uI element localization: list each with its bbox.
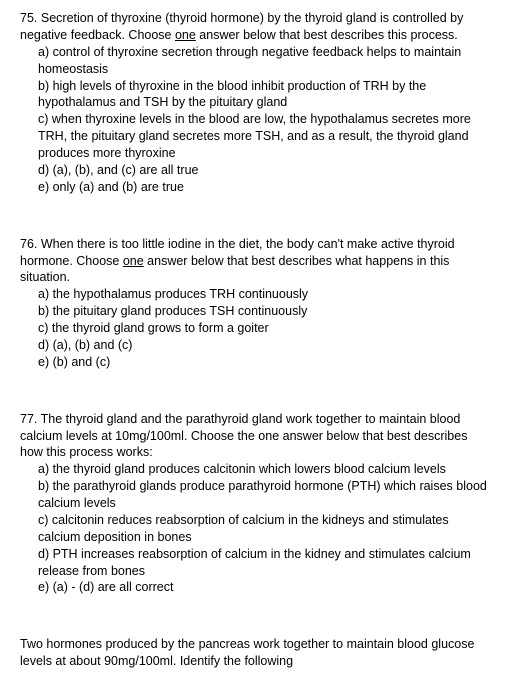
stem-post: answer below that best describes this pr… bbox=[196, 28, 458, 42]
question-77: 77. The thyroid gland and the parathyroi… bbox=[20, 411, 489, 597]
question-75-stem: 75. Secretion of thyroxine (thyroid horm… bbox=[20, 10, 489, 44]
option-e: e) only (a) and (b) are true bbox=[38, 179, 489, 196]
option-a: a) the thyroid gland produces calcitonin… bbox=[38, 461, 489, 478]
option-d: d) PTH increases reabsorption of calcium… bbox=[38, 546, 489, 580]
option-c: c) calcitonin reduces reabsorption of ca… bbox=[38, 512, 489, 546]
stem-underline: one bbox=[175, 28, 196, 42]
question-75-options: a) control of thyroxine secretion throug… bbox=[20, 44, 489, 196]
question-77-stem: 77. The thyroid gland and the parathyroi… bbox=[20, 411, 489, 462]
question-76-stem: 76. When there is too little iodine in t… bbox=[20, 236, 489, 287]
option-c: c) when thyroxine levels in the blood ar… bbox=[38, 111, 489, 162]
option-d: d) (a), (b) and (c) bbox=[38, 337, 489, 354]
partial-text: Two hormones produced by the pancreas wo… bbox=[20, 636, 489, 670]
question-75: 75. Secretion of thyroxine (thyroid horm… bbox=[20, 10, 489, 196]
option-d: d) (a), (b), and (c) are all true bbox=[38, 162, 489, 179]
option-a: a) control of thyroxine secretion throug… bbox=[38, 44, 489, 78]
question-number: 76. bbox=[20, 237, 37, 251]
partial-next-question: Two hormones produced by the pancreas wo… bbox=[20, 636, 489, 670]
option-e: e) (b) and (c) bbox=[38, 354, 489, 371]
question-77-options: a) the thyroid gland produces calcitonin… bbox=[20, 461, 489, 596]
page-content: 75. Secretion of thyroxine (thyroid horm… bbox=[0, 0, 509, 670]
option-e: e) (a) - (d) are all correct bbox=[38, 579, 489, 596]
question-number: 75. bbox=[20, 11, 37, 25]
question-76-options: a) the hypothalamus produces TRH continu… bbox=[20, 286, 489, 370]
option-b: b) the pituitary gland produces TSH cont… bbox=[38, 303, 489, 320]
option-b: b) high levels of thyroxine in the blood… bbox=[38, 78, 489, 112]
stem-underline: one bbox=[123, 254, 144, 268]
option-c: c) the thyroid gland grows to form a goi… bbox=[38, 320, 489, 337]
option-a: a) the hypothalamus produces TRH continu… bbox=[38, 286, 489, 303]
question-number: 77. bbox=[20, 412, 37, 426]
question-76: 76. When there is too little iodine in t… bbox=[20, 236, 489, 371]
stem-text: The thyroid gland and the parathyroid gl… bbox=[20, 412, 467, 460]
option-b: b) the parathyroid glands produce parath… bbox=[38, 478, 489, 512]
